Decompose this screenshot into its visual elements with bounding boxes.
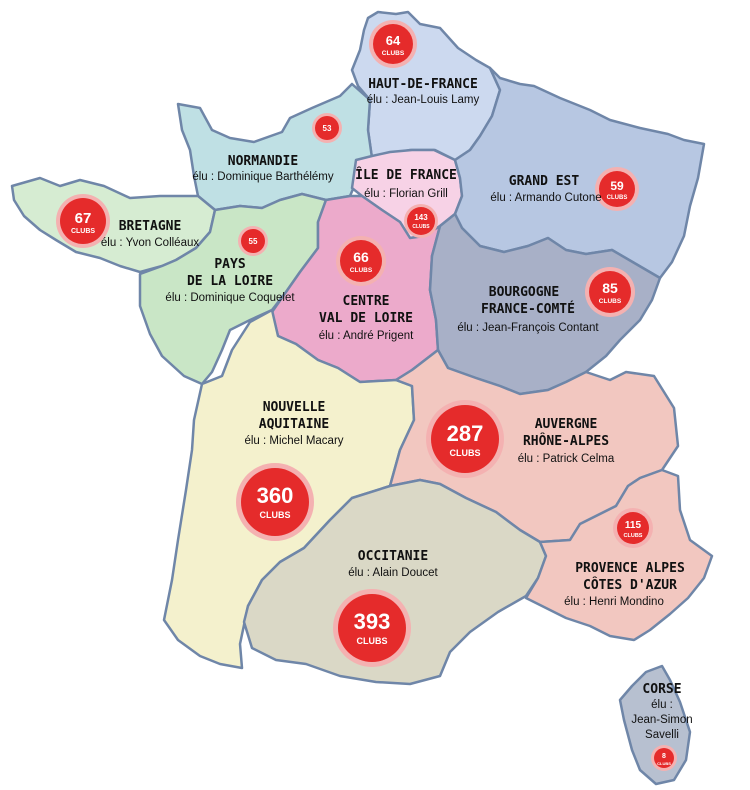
region-elu: élu : Alain Doucet xyxy=(348,567,438,579)
badge-nouvelle-aquitaine: 360 CLUBS xyxy=(236,463,314,541)
region-paca[interactable] xyxy=(524,468,714,642)
region-elu: élu : xyxy=(651,699,673,711)
region-name: CORSE xyxy=(642,682,681,697)
badge-paca: 115 CLUBS xyxy=(613,508,653,548)
badge-ile-de-france: 143 CLUBS xyxy=(404,204,438,238)
region-name: OCCITANIE xyxy=(358,549,428,564)
clubs-label: CLUBS xyxy=(382,50,405,57)
clubs-count: 85 xyxy=(602,280,618,296)
clubs-label: CLUBS xyxy=(450,448,481,458)
region-occitanie[interactable] xyxy=(242,478,548,686)
clubs-count: 64 xyxy=(386,33,401,48)
region-elu: élu : Armando Cutone xyxy=(490,192,601,204)
clubs-count: 66 xyxy=(353,249,369,265)
clubs-count: 287 xyxy=(447,421,484,446)
clubs-label: CLUBS xyxy=(599,298,622,305)
region-elu: élu : Florian Grill xyxy=(364,188,448,200)
region-name: BRETAGNE xyxy=(119,219,182,234)
badge-pays-de-la-loire: 55 xyxy=(238,226,268,256)
region-elu: élu : Henri Mondino xyxy=(564,596,664,608)
badge-bretagne: 67 CLUBS xyxy=(56,194,110,248)
region-name: RHÔNE-ALPES xyxy=(523,433,609,449)
clubs-label: CLUBS xyxy=(350,267,373,274)
clubs-label: CLUBS xyxy=(624,533,643,539)
region-elu: élu : Michel Macary xyxy=(244,435,343,447)
region-elu: Jean-Simon xyxy=(631,714,692,726)
region-elu: élu : Dominique Coquelet xyxy=(165,292,295,304)
region-pays-de-la-loire[interactable] xyxy=(138,192,328,386)
clubs-count: 8 xyxy=(662,753,666,760)
clubs-count: 67 xyxy=(75,210,92,227)
badge-hauts-de-france: 64 CLUBS xyxy=(369,20,417,68)
badge-auvergne-rhone-alpes: 287 CLUBS xyxy=(426,400,504,478)
clubs-label: CLUBS xyxy=(412,224,430,230)
badge-corse: 8 CLUBS xyxy=(651,745,677,771)
badge-grand-est: 59 CLUBS xyxy=(595,167,639,211)
region-name: BOURGOGNE xyxy=(489,285,559,300)
badge-bourgogne-franche-comte: 85 CLUBS xyxy=(585,267,635,317)
region-name: AUVERGNE xyxy=(535,417,598,432)
region-name: PROVENCE ALPES xyxy=(575,561,685,576)
clubs-count: 360 xyxy=(257,483,294,508)
region-name: ÎLE DE FRANCE xyxy=(355,167,457,183)
clubs-count: 393 xyxy=(354,609,391,634)
region-name: GRAND EST xyxy=(509,174,580,189)
region-elu: élu : André Prigent xyxy=(319,330,414,342)
clubs-label: CLUBS xyxy=(657,761,671,766)
region-elu: élu : Patrick Celma xyxy=(518,453,615,465)
region-name: HAUT-DE-FRANCE xyxy=(368,77,478,92)
clubs-label: CLUBS xyxy=(357,636,388,646)
clubs-count: 53 xyxy=(323,124,332,133)
clubs-label: CLUBS xyxy=(607,195,628,201)
region-elu: élu : Dominique Barthélémy xyxy=(192,171,334,183)
region-normandie[interactable] xyxy=(176,82,374,212)
clubs-count: 59 xyxy=(610,179,624,193)
region-name: VAL DE LOIRE xyxy=(319,311,413,326)
region-name: NOUVELLE xyxy=(263,400,326,415)
clubs-label: CLUBS xyxy=(260,510,291,520)
region-elu: élu : Jean-François Contant xyxy=(457,322,599,334)
badge-normandie: 53 xyxy=(312,113,342,143)
region-elu: Savelli xyxy=(645,729,679,741)
region-name: CENTRE xyxy=(343,294,390,309)
clubs-count: 55 xyxy=(249,237,258,246)
region-name: FRANCE-COMTÉ xyxy=(481,301,575,317)
clubs-count: 143 xyxy=(414,213,428,222)
badge-centre-val-de-loire: 66 CLUBS xyxy=(336,236,386,286)
region-name: NORMANDIE xyxy=(228,154,298,169)
region-elu: élu : Jean-Louis Lamy xyxy=(367,94,480,106)
region-name: AQUITAINE xyxy=(259,417,329,432)
region-name: DE LA LOIRE xyxy=(187,274,273,289)
clubs-label: CLUBS xyxy=(71,228,95,235)
region-elu: élu : Yvon Colléaux xyxy=(101,237,199,249)
badge-occitanie: 393 CLUBS xyxy=(333,589,411,667)
clubs-count: 115 xyxy=(625,520,642,531)
region-name: PAYS xyxy=(214,257,245,272)
region-name: CÔTES D'AZUR xyxy=(583,577,677,593)
